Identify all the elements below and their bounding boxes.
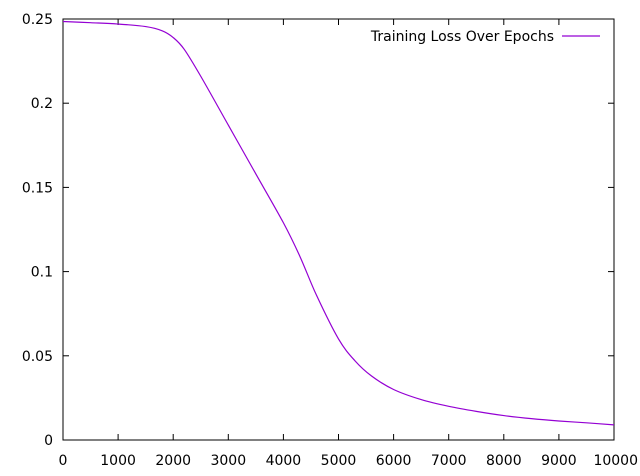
- x-tick-label: 3000: [210, 453, 246, 469]
- y-tick-label: 0.15: [22, 180, 53, 196]
- x-tick-label: 6000: [376, 453, 412, 469]
- x-tick-label: 7000: [431, 453, 467, 469]
- legend: Training Loss Over Epochs: [370, 29, 600, 45]
- x-tick-label: 1000: [100, 453, 136, 469]
- y-tick-label: 0: [44, 433, 53, 449]
- x-tick-label: 10000: [593, 453, 638, 469]
- y-tick-label: 0.25: [22, 12, 53, 28]
- y-tick-label: 0.05: [22, 349, 53, 365]
- y-tick-label: 0.2: [31, 96, 53, 112]
- plot-border: [62, 18, 615, 441]
- legend-label: Training Loss Over Epochs: [370, 29, 554, 45]
- x-axis: 0 1000 2000 3000 4000 5000 6000 7000 8000 9000 100…: [59, 19, 638, 469]
- y-tick-label: 0.1: [31, 265, 53, 281]
- x-tick-label: 2000: [155, 453, 191, 469]
- x-tick-label: 5000: [321, 453, 357, 469]
- x-tick-label: 4000: [266, 453, 302, 469]
- series-line-training-loss: [62, 20, 615, 426]
- x-tick-label: 8000: [486, 453, 522, 469]
- x-tick-label: 9000: [541, 453, 577, 469]
- x-tick-label: 0: [59, 453, 68, 469]
- series-layer: [62, 20, 615, 426]
- plot-frame: [62, 18, 615, 441]
- y-axis: 0 0.05 0.1 0.15 0.2 0.25: [22, 12, 614, 449]
